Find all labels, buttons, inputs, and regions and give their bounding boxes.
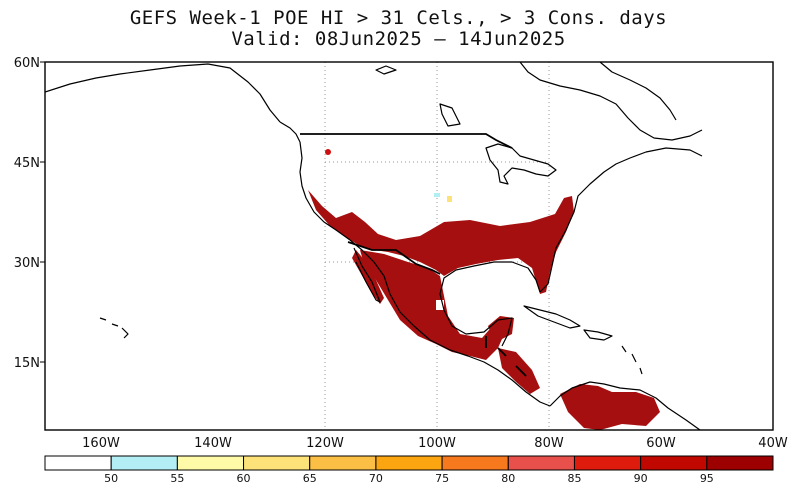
shade-mexico <box>360 250 506 360</box>
coastlines <box>45 62 703 430</box>
coast-canada-north <box>519 62 703 141</box>
lon-label: 60W <box>646 436 676 451</box>
colorbar-swatch <box>441 455 509 471</box>
lat-label: 30N <box>14 256 40 271</box>
colorbar-tick-label: 55 <box>170 472 184 485</box>
coast-alaska <box>45 63 281 123</box>
shade-us-south <box>308 190 574 294</box>
colorbar-tick-label: 80 <box>501 472 515 485</box>
colorbar-tick-label: 90 <box>634 472 648 485</box>
colorbar-swatch <box>176 455 245 471</box>
great-lakes <box>485 143 557 185</box>
shade-south-america <box>560 384 660 430</box>
colorbar-tick-label: 75 <box>435 472 449 485</box>
lat-label: 60N <box>14 56 40 71</box>
colorbar-tick-label: 70 <box>369 472 383 485</box>
colorbar-swatch <box>44 455 112 471</box>
lon-label: 40W <box>758 436 788 451</box>
colorbar-swatch <box>640 455 708 471</box>
coast-hawaii <box>99 317 129 339</box>
coast-antilles <box>621 345 643 375</box>
coast-mexico-pacific <box>349 239 551 407</box>
map-subtitle: Valid: 08Jun2025 – 14Jun2025 <box>231 28 566 50</box>
colorbar-tick-label: 50 <box>104 472 118 485</box>
lat-axis: 60N 45N 30N 15N <box>14 56 45 371</box>
lon-axis: 160W 140W 120W 100W 80W 60W 40W <box>82 436 788 451</box>
shade-speckle <box>434 193 440 197</box>
shade-central-america <box>498 348 540 394</box>
lat-label: 15N <box>14 356 40 371</box>
lon-label: 160W <box>82 436 120 451</box>
map-title: GEFS Week-1 POE HI > 31 Cels., > 3 Cons.… <box>129 7 668 29</box>
lon-label: 100W <box>418 436 456 451</box>
colorbar-swatch <box>110 455 178 471</box>
colorbar-swatch <box>375 455 443 471</box>
colorbar: 50 55 60 65 70 75 80 85 90 95 <box>44 455 774 485</box>
borders <box>300 133 527 377</box>
colorbar-swatch <box>243 455 311 471</box>
coast-us-west <box>299 141 351 241</box>
map-frame <box>44 61 774 431</box>
colorbar-swatch <box>507 455 575 471</box>
lon-label: 120W <box>306 436 344 451</box>
colorbar-tick-label: 60 <box>237 472 251 485</box>
colorbar-swatch <box>706 455 774 471</box>
lon-label: 140W <box>194 436 232 451</box>
border-us-mexico <box>347 241 441 275</box>
coast-us-east <box>539 147 703 293</box>
border-us-canada <box>300 133 513 149</box>
colorbar-tick-label: 65 <box>303 472 317 485</box>
coast-south-america <box>549 381 701 430</box>
coast-hispaniola <box>583 329 613 341</box>
colorbar-tick-label: 95 <box>700 472 714 485</box>
colorbar-swatch <box>309 455 377 471</box>
coast-gulf <box>439 261 541 347</box>
coast-cuba <box>523 305 581 329</box>
coast-bc <box>279 121 301 143</box>
probability-shading <box>308 149 660 430</box>
coast-baja <box>353 247 381 303</box>
colorbar-swatch <box>573 455 642 471</box>
colorbar-tick-label: 85 <box>567 472 581 485</box>
lat-label: 45N <box>14 156 40 171</box>
shade-pnw <box>325 149 331 155</box>
lon-label: 80W <box>534 436 564 451</box>
border-central-america <box>485 336 527 377</box>
